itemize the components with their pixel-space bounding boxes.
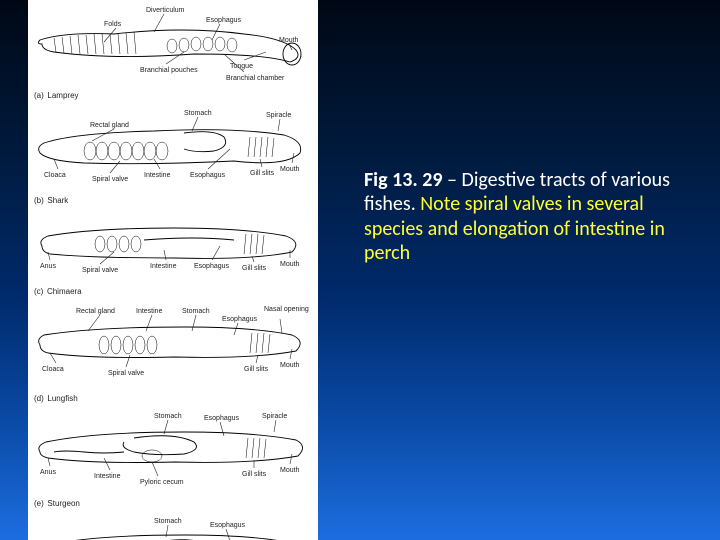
figure-dash: – [443, 168, 462, 192]
species-lamprey: Diverticulum Esophagus Folds [34, 4, 312, 103]
species-lungfish: Rectal gland Intestine Stomach Esophagus… [34, 301, 312, 406]
label-esophagus-a: Esophagus [206, 17, 242, 24]
label-esophagus-e: Esophagus [204, 415, 240, 422]
species-chimaera: Anus Spiral valve Intestine Esophagus Gi… [34, 210, 312, 299]
label-esophagus-f: Esophagus [210, 522, 246, 529]
species-name-lamprey: Lamprey [47, 91, 78, 100]
label-rectal-gland-b: Rectal gland [90, 122, 129, 129]
label-stomach-e: Stomach [154, 413, 182, 420]
panel-letter-b: (b) [34, 196, 44, 205]
label-rectal-gland-d: Rectal gland [76, 308, 115, 315]
label-mouth-a: Mouth [279, 37, 299, 44]
shark-diagram: Stomach Spiracle Rectal gland [34, 105, 312, 189]
label-pyloric-cecum-e: Pyloric cecum [140, 479, 184, 486]
label-tongue: Tongue [230, 63, 253, 70]
figure-caption: Fig 13. 29 – Digestive tracts of various… [364, 168, 694, 266]
label-gill-slits-b: Gill slits [250, 170, 275, 177]
label-nasal-d: Nasal opening [264, 306, 309, 313]
label-stomach-d: Stomach [182, 308, 210, 315]
label-mouth-b: Mouth [280, 166, 300, 173]
label-esophagus-d: Esophagus [222, 316, 258, 323]
label-cloaca-b: Cloaca [44, 172, 66, 179]
label-intestine-d: Intestine [136, 308, 163, 315]
label-intestine-c: Intestine [150, 263, 177, 270]
label-stomach-f: Stomach [154, 518, 182, 525]
label-gill-slits-d: Gill slits [244, 366, 269, 373]
lamprey-diagram: Diverticulum Esophagus Folds [34, 4, 312, 84]
label-spiracle-b: Spiracle [266, 112, 291, 119]
label-folds: Folds [104, 21, 122, 28]
panel-letter-c: (c) [34, 287, 43, 296]
chimaera-diagram: Anus Spiral valve Intestine Esophagus Gi… [34, 210, 312, 280]
label-esophagus-b: Esophagus [190, 172, 226, 179]
label-diverticulum: Diverticulum [146, 7, 185, 14]
label-intestine-b: Intestine [144, 172, 171, 179]
figure-panel: Diverticulum Esophagus Folds [28, 0, 318, 540]
label-branchial-pouches: Branchial pouches [140, 67, 198, 74]
label-mouth-d: Mouth [280, 362, 300, 369]
label-gill-slits-e: Gill slits [242, 471, 267, 478]
label-intestine-e: Intestine [94, 473, 121, 480]
label-mouth-c: Mouth [280, 261, 300, 268]
sturgeon-diagram: Stomach Esophagus Spiracle Anus Intestin… [34, 408, 312, 492]
label-branchial-chamber: Branchial chamber [226, 75, 285, 82]
label-spiral-valve-b: Spiral valve [92, 176, 128, 183]
perch-diagram: Stomach Esophagus Anus Intestine Pyloric… [34, 513, 312, 540]
species-shark: Stomach Spiracle Rectal gland [34, 105, 312, 208]
panel-letter-e: (e) [34, 499, 44, 508]
species-name-lungfish: Lungfish [47, 394, 77, 403]
label-mouth-e: Mouth [280, 467, 300, 474]
label-anus-c: Anus [40, 263, 56, 270]
label-spiracle-e: Spiracle [262, 413, 287, 420]
label-spiral-valve-c: Spiral valve [82, 267, 118, 274]
figure-number: Fig 13. 29 [364, 168, 443, 192]
panel-letter-a: (a) [34, 91, 44, 100]
species-name-chimaera: Chimaera [47, 287, 82, 296]
species-name-sturgeon: Sturgeon [47, 499, 79, 508]
label-gill-slits-c: Gill slits [242, 265, 267, 272]
species-sturgeon: Stomach Esophagus Spiracle Anus Intestin… [34, 408, 312, 511]
label-stomach-b: Stomach [184, 110, 212, 117]
panel-letter-d: (d) [34, 394, 44, 403]
label-anus-e: Anus [40, 469, 56, 476]
lungfish-diagram: Rectal gland Intestine Stomach Esophagus… [34, 301, 312, 387]
label-esophagus-c: Esophagus [194, 263, 230, 270]
label-cloaca-d: Cloaca [42, 366, 64, 373]
species-name-shark: Shark [47, 196, 68, 205]
label-spiral-valve-d: Spiral valve [108, 370, 144, 377]
species-perch: Stomach Esophagus Anus Intestine Pyloric… [34, 513, 312, 540]
